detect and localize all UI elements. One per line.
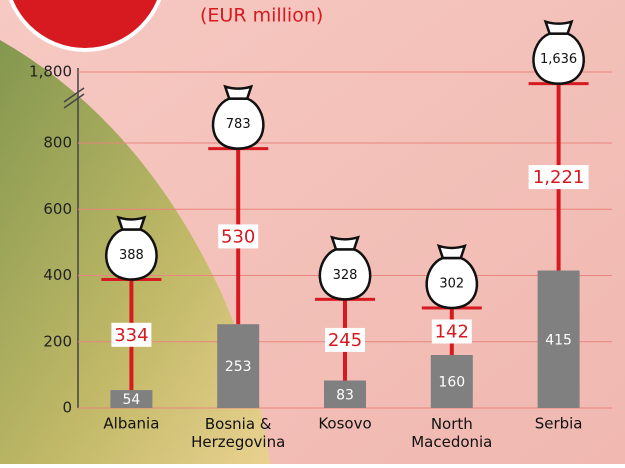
segment-label: 1,221 xyxy=(533,167,585,188)
total-label: 302 xyxy=(439,276,464,291)
y-tick-label: 400 xyxy=(43,266,72,284)
bar-label: 253 xyxy=(225,359,252,375)
y-tick-label: 0 xyxy=(62,399,72,417)
x-tick-label: Serbia xyxy=(535,415,583,433)
bag-neck xyxy=(332,237,358,249)
chart-title: (EUR million) xyxy=(200,5,323,27)
total-label: 1,636 xyxy=(540,52,577,67)
x-tick-label: Kosovo xyxy=(318,415,371,433)
bag-neck xyxy=(546,22,572,34)
total-label: 328 xyxy=(333,268,358,283)
bag-neck xyxy=(225,87,251,99)
page: {"chart_data": {"type": "stacked-bar", "… xyxy=(0,0,625,464)
y-tick-label: 600 xyxy=(43,200,72,218)
segment-label: 334 xyxy=(114,325,148,346)
bag-neck xyxy=(439,246,465,258)
total-label: 783 xyxy=(226,117,251,132)
y-tick-label: 200 xyxy=(43,332,72,350)
total-label: 388 xyxy=(119,248,144,263)
segment-label: 245 xyxy=(328,330,362,351)
x-tick-label: Bosnia &Herzegovina xyxy=(191,415,285,451)
bar-label: 160 xyxy=(438,375,465,391)
segment-label: 530 xyxy=(221,226,255,247)
bar-label: 54 xyxy=(122,392,140,408)
y-tick-label: 1,800 xyxy=(29,63,72,81)
bar-label: 83 xyxy=(336,387,354,403)
bar-label: 415 xyxy=(545,332,572,348)
x-tick-label: Albania xyxy=(103,415,159,433)
y-tick-label: 800 xyxy=(43,134,72,152)
bag-neck xyxy=(118,217,144,229)
chart: (EUR million) 0 200 400 600 800 1,800 54 334 388… xyxy=(0,0,625,464)
segment-label: 142 xyxy=(435,321,469,342)
